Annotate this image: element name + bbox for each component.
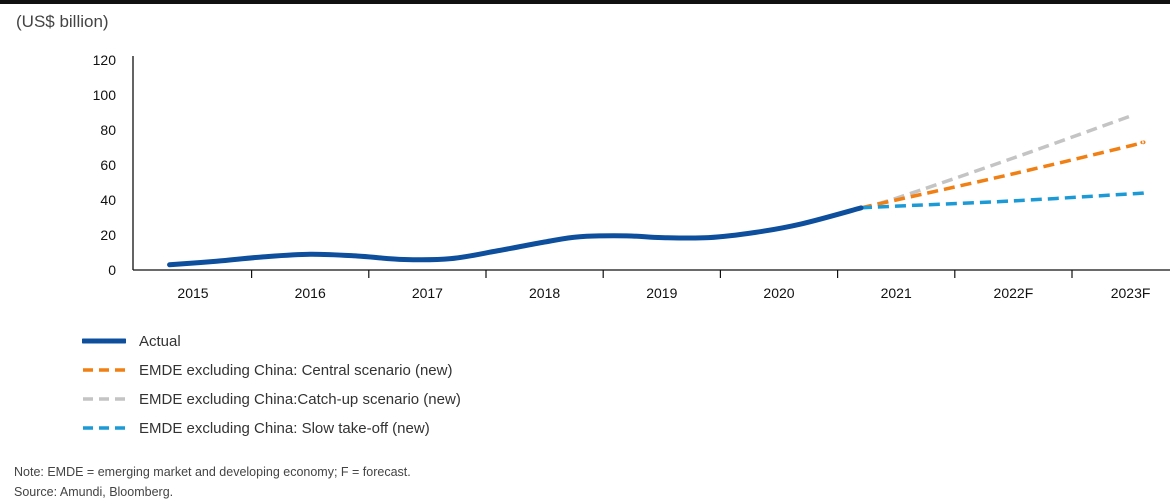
unit-label: (US$ billion)	[16, 12, 109, 31]
note-text: Note: EMDE = emerging market and develop…	[14, 465, 411, 479]
legend-item: EMDE excluding China: Central scenario (…	[82, 359, 452, 381]
y-tick-label: 80	[100, 122, 116, 138]
legend-swatch	[83, 368, 125, 372]
x-tick-label: 2017	[412, 285, 443, 301]
x-tick-label: 2021	[881, 285, 912, 301]
y-tick-label: 100	[93, 87, 117, 103]
legend-item: Actual	[82, 330, 181, 352]
y-tick-label: 40	[100, 192, 116, 208]
y-tick-label: 20	[100, 227, 116, 243]
series-central-line	[860, 140, 1146, 210]
legend-swatch	[82, 338, 126, 344]
notes: Note: EMDE = emerging market and develop…	[14, 462, 411, 502]
legend-swatch	[83, 397, 125, 401]
series-slow-line	[860, 191, 1146, 210]
x-tick-label: 2022F	[994, 285, 1034, 301]
y-tick-label: 0	[108, 262, 116, 278]
y-tick-label: 120	[93, 52, 117, 68]
series-layer	[167, 114, 1146, 268]
legend-swatch	[83, 426, 125, 430]
x-tick-label: 2016	[295, 285, 326, 301]
legend-label: EMDE excluding China:Catch-up scenario (…	[139, 390, 461, 408]
source-text: Source: Amundi, Bloomberg.	[14, 485, 174, 499]
x-tick-label: 2015	[177, 285, 208, 301]
top-rule	[0, 0, 1170, 4]
x-tick-label: 2018	[529, 285, 560, 301]
legend-item: EMDE excluding China:Catch-up scenario (…	[82, 388, 461, 410]
x-tick-label: 2023F	[1111, 285, 1151, 301]
legend-label: Actual	[139, 332, 181, 350]
chart-plot: 0 20 40 60 80 100 120 2015 2016 2017 2018 2019 2020 2…	[93, 52, 1170, 301]
series-catchup-line	[860, 114, 1132, 210]
legend-label: EMDE excluding China: Slow take-off (new…	[139, 419, 430, 437]
x-tick-label: 2019	[646, 285, 677, 301]
series-actual-line	[167, 205, 864, 268]
axes-layer: 0 20 40 60 80 100 120 2015 2016 2017 2018 2019 2020 2…	[93, 52, 1170, 301]
y-tick-label: 60	[100, 157, 116, 173]
legend-item: EMDE excluding China: Slow take-off (new…	[82, 417, 430, 439]
x-tick-label: 2020	[763, 285, 794, 301]
legend-label: EMDE excluding China: Central scenario (…	[139, 361, 453, 379]
